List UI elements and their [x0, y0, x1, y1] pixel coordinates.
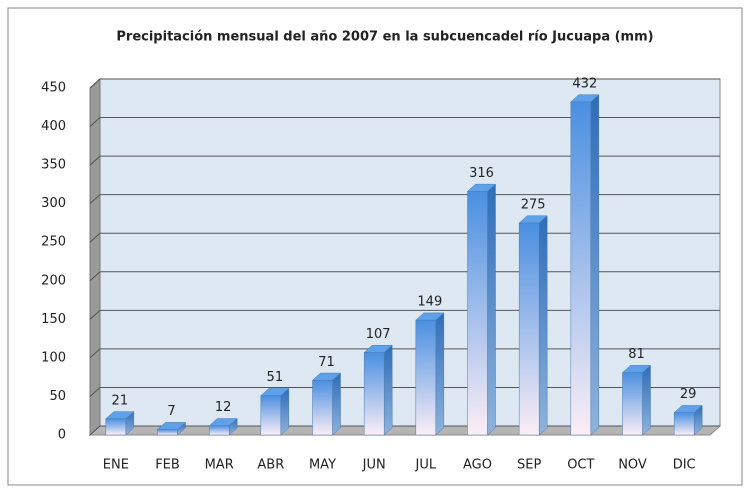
- bar-side: [487, 183, 496, 436]
- side-wall: [89, 77, 101, 437]
- bar: [518, 222, 540, 436]
- bar-top: [415, 312, 445, 321]
- grid-line-side: [89, 194, 101, 205]
- grid-line-side: [89, 309, 101, 320]
- bar: [673, 412, 695, 436]
- plot-area: 0 50 100 150 200 250 300 350 400 450 ENE 21 FEB 7 MAR 1…: [41, 76, 722, 473]
- bar-top: [466, 183, 497, 192]
- value-label: 432: [572, 76, 597, 91]
- grid-line-side: [89, 271, 101, 282]
- x-tick-label: ABR: [257, 458, 284, 473]
- x-tick-label: OCT: [567, 458, 594, 473]
- bar-top: [156, 422, 187, 430]
- grid-line-side: [89, 117, 101, 127]
- bar-side: [280, 387, 290, 436]
- value-label: 51: [267, 370, 284, 385]
- y-tick-label: 250: [41, 235, 66, 250]
- grid-line-side: [89, 155, 101, 166]
- bar: [260, 395, 282, 436]
- value-label: 12: [215, 400, 232, 415]
- x-tick-label: DIC: [673, 458, 696, 473]
- y-tick-label: 350: [41, 158, 66, 173]
- y-tick-label: 200: [41, 273, 66, 288]
- bar-top: [105, 411, 135, 420]
- chart-title: Precipitación mensual del año 2007 en la…: [116, 30, 653, 45]
- grid-line-side: [89, 348, 101, 359]
- value-label: 316: [469, 166, 494, 181]
- bar: [312, 380, 333, 436]
- x-tick-label: JUN: [362, 458, 386, 473]
- value-label: 7: [167, 404, 175, 419]
- bar: [208, 425, 230, 436]
- bar-top: [621, 365, 652, 373]
- bar-side: [332, 372, 341, 436]
- x-tick-label: AGO: [463, 458, 492, 473]
- x-tick-label: MAY: [309, 458, 336, 473]
- bar-side: [642, 364, 651, 436]
- y-tick-label: 150: [41, 312, 66, 327]
- bar: [415, 319, 437, 436]
- x-tick-label: JUL: [415, 458, 437, 473]
- bar-top: [311, 372, 342, 381]
- bar-side: [383, 344, 393, 436]
- x-tick-label: SEP: [517, 458, 541, 473]
- y-tick-label: 300: [41, 196, 66, 211]
- value-label: 71: [318, 355, 335, 370]
- bar-side: [435, 312, 445, 436]
- y-tick-label: 100: [41, 350, 66, 365]
- value-label: 149: [417, 295, 442, 310]
- grid-line-side: [89, 78, 101, 89]
- x-tick-label: FEB: [155, 458, 180, 473]
- bar: [622, 372, 643, 436]
- y-tick-label: 50: [49, 389, 66, 404]
- bar-side: [590, 94, 600, 436]
- bar: [570, 101, 592, 436]
- x-tick-label: ENE: [103, 458, 129, 473]
- value-label: 275: [521, 197, 546, 212]
- y-tick-label: 400: [41, 119, 66, 134]
- bar-side: [538, 215, 548, 436]
- x-tick-label: MAR: [205, 458, 234, 473]
- value-label: 107: [366, 327, 391, 342]
- bar: [157, 429, 178, 436]
- bar: [363, 352, 385, 436]
- grid-line-side: [89, 232, 101, 243]
- value-label: 21: [112, 393, 129, 408]
- bar-top: [518, 215, 548, 224]
- value-label: 81: [628, 347, 645, 362]
- bar-top: [363, 345, 393, 353]
- y-tick-label: 0: [58, 428, 66, 443]
- bar-top: [260, 388, 290, 396]
- bar: [467, 191, 488, 436]
- value-label: 29: [680, 387, 697, 402]
- bar-top: [570, 94, 600, 103]
- bar-top: [673, 405, 703, 413]
- grid-line-side: [89, 425, 101, 436]
- y-tick-label: 450: [41, 81, 66, 96]
- bar-top: [208, 418, 238, 426]
- grid-line-side: [89, 387, 101, 397]
- bar: [105, 418, 127, 436]
- x-tick-label: NOV: [618, 458, 647, 473]
